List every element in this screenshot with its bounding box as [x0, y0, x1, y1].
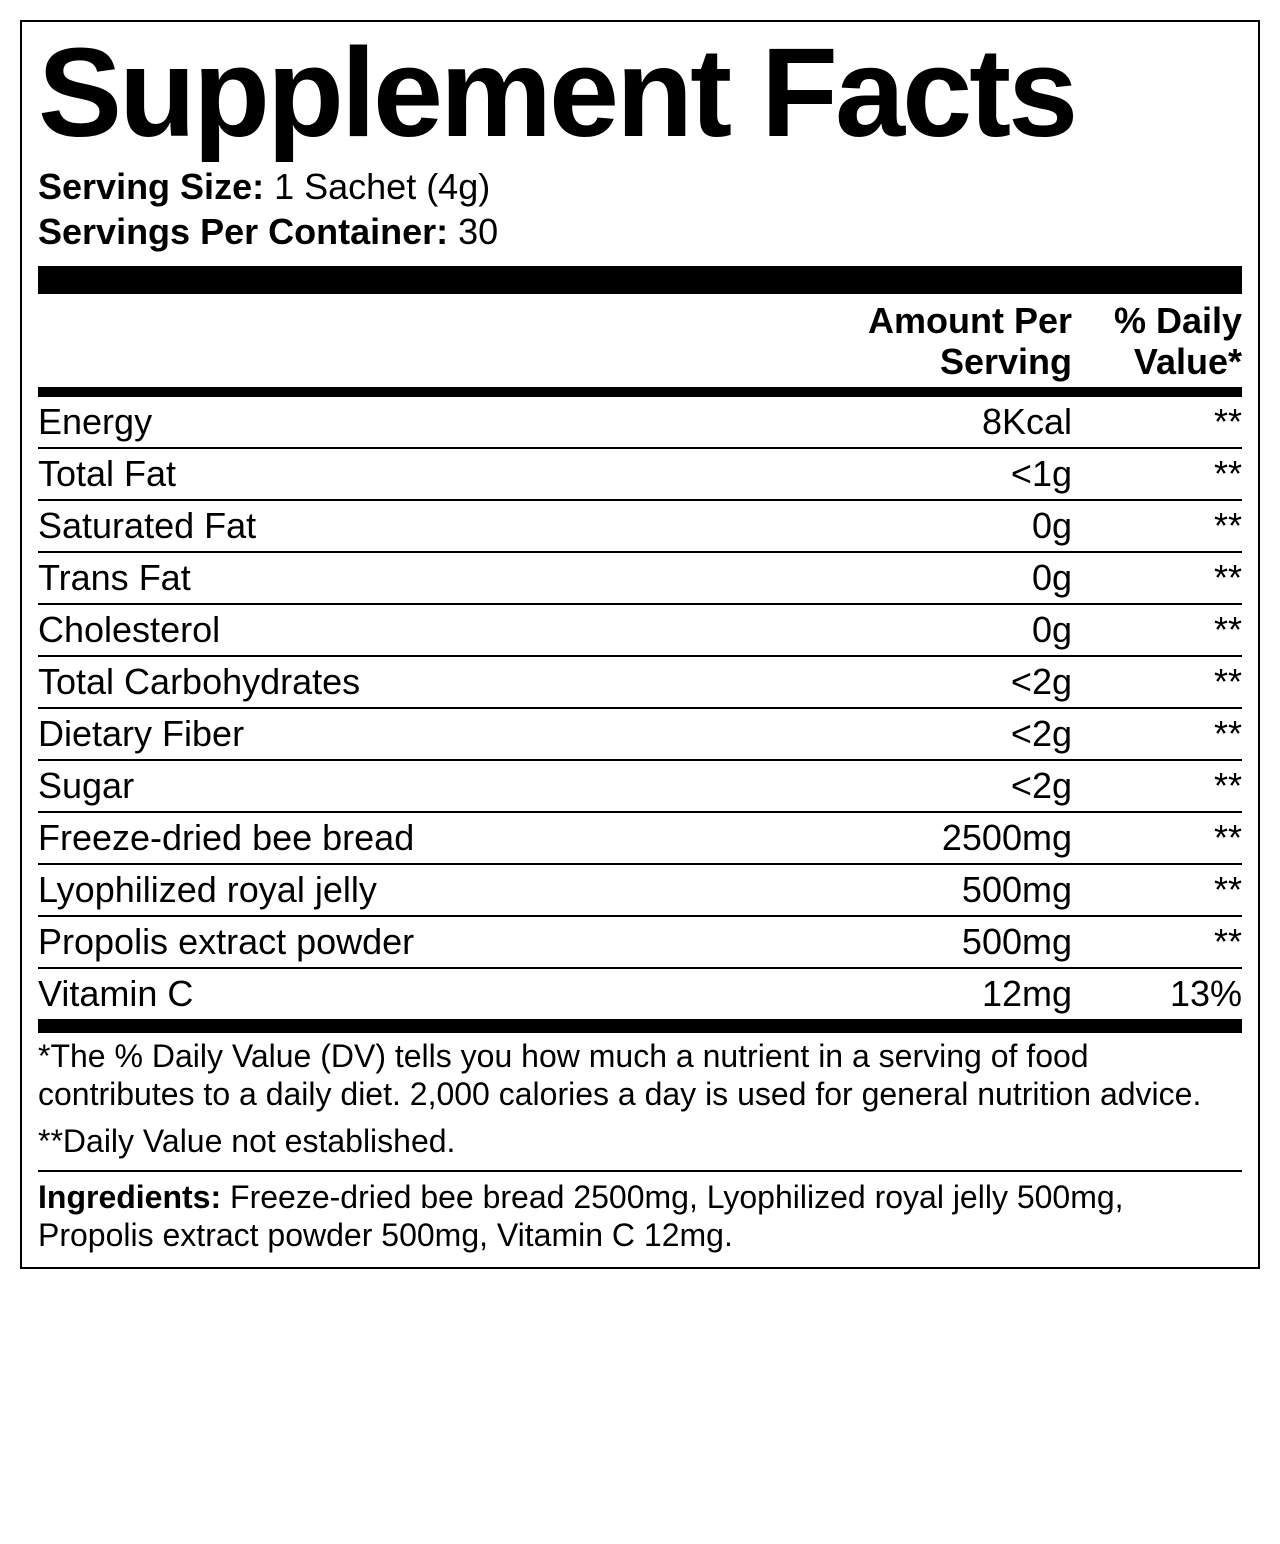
- nutrient-amount: <2g: [812, 713, 1072, 755]
- nutrient-name: Vitamin C: [38, 973, 812, 1015]
- servings-per-line: Servings Per Container: 30: [38, 209, 1242, 254]
- nutrient-amount: <2g: [812, 765, 1072, 807]
- nutrient-name: Propolis extract powder: [38, 921, 812, 963]
- nutrient-name: Lyophilized royal jelly: [38, 869, 812, 911]
- nutrient-dv: **: [1072, 713, 1242, 755]
- nutrient-amount: 2500mg: [812, 817, 1072, 859]
- header-divider-bar: [38, 387, 1242, 397]
- dv-header-line2: Value*: [1072, 341, 1242, 382]
- table-row: Total Fat<1g**: [38, 449, 1242, 501]
- table-row: Freeze-dried bee bread2500mg**: [38, 813, 1242, 865]
- amount-header-line2: Serving: [812, 341, 1072, 382]
- nutrient-dv: **: [1072, 869, 1242, 911]
- table-row: Propolis extract powder500mg**: [38, 917, 1242, 969]
- nutrient-dv: **: [1072, 453, 1242, 495]
- nutrient-name: Total Fat: [38, 453, 812, 495]
- footnote-dv: *The % Daily Value (DV) tells you how mu…: [38, 1033, 1242, 1118]
- nutrient-dv: 13%: [1072, 973, 1242, 1015]
- supplement-facts-panel: Supplement Facts Serving Size: 1 Sachet …: [20, 20, 1260, 1269]
- nutrient-amount: 12mg: [812, 973, 1072, 1015]
- table-row: Energy8Kcal**: [38, 397, 1242, 449]
- nutrient-dv: **: [1072, 765, 1242, 807]
- table-row: Saturated Fat0g**: [38, 501, 1242, 553]
- nutrient-name: Total Carbohydrates: [38, 661, 812, 703]
- table-row: Vitamin C12mg13%: [38, 969, 1242, 1019]
- nutrient-amount: 0g: [812, 557, 1072, 599]
- thick-divider-bar: [38, 266, 1242, 294]
- dv-header-line1: % Daily: [1072, 300, 1242, 341]
- nutrient-name: Cholesterol: [38, 609, 812, 651]
- nutrient-dv: **: [1072, 609, 1242, 651]
- nutrient-amount: 500mg: [812, 869, 1072, 911]
- nutrient-dv: **: [1072, 401, 1242, 443]
- nutrient-dv: **: [1072, 817, 1242, 859]
- footnote-not-established: **Daily Value not established.: [38, 1118, 1242, 1164]
- ingredients-label: Ingredients:: [38, 1179, 221, 1215]
- amount-header-line1: Amount Per: [812, 300, 1072, 341]
- nutrient-name: Energy: [38, 401, 812, 443]
- column-headers: Amount Per Serving % Daily Value*: [38, 294, 1242, 387]
- nutrient-amount: <2g: [812, 661, 1072, 703]
- nutrient-dv: **: [1072, 921, 1242, 963]
- end-divider-bar: [38, 1019, 1242, 1033]
- serving-size-line: Serving Size: 1 Sachet (4g): [38, 164, 1242, 209]
- serving-size-value: 1 Sachet (4g): [274, 166, 490, 207]
- ingredients-line: Ingredients: Freeze-dried bee bread 2500…: [38, 1178, 1242, 1255]
- nutrient-amount: 0g: [812, 505, 1072, 547]
- table-row: Trans Fat0g**: [38, 553, 1242, 605]
- dv-header: % Daily Value*: [1072, 300, 1242, 383]
- ingredients-divider: Ingredients: Freeze-dried bee bread 2500…: [38, 1170, 1242, 1255]
- nutrient-amount: 500mg: [812, 921, 1072, 963]
- table-row: Lyophilized royal jelly500mg**: [38, 865, 1242, 917]
- servings-per-value: 30: [458, 211, 498, 252]
- nutrient-dv: **: [1072, 661, 1242, 703]
- nutrient-name: Dietary Fiber: [38, 713, 812, 755]
- table-row: Total Carbohydrates<2g**: [38, 657, 1242, 709]
- nutrient-name: Sugar: [38, 765, 812, 807]
- nutrient-name: Saturated Fat: [38, 505, 812, 547]
- serving-size-label: Serving Size:: [38, 166, 264, 207]
- nutrient-dv: **: [1072, 557, 1242, 599]
- table-row: Cholesterol0g**: [38, 605, 1242, 657]
- table-row: Dietary Fiber<2g**: [38, 709, 1242, 761]
- nutrient-amount: <1g: [812, 453, 1072, 495]
- nutrient-amount: 8Kcal: [812, 401, 1072, 443]
- nutrient-table: Energy8Kcal**Total Fat<1g**Saturated Fat…: [38, 397, 1242, 1019]
- servings-per-label: Servings Per Container:: [38, 211, 448, 252]
- nutrient-amount: 0g: [812, 609, 1072, 651]
- nutrient-name: Trans Fat: [38, 557, 812, 599]
- nutrient-name: Freeze-dried bee bread: [38, 817, 812, 859]
- amount-header: Amount Per Serving: [812, 300, 1072, 383]
- nutrient-dv: **: [1072, 505, 1242, 547]
- table-row: Sugar<2g**: [38, 761, 1242, 813]
- panel-title: Supplement Facts: [38, 30, 1242, 156]
